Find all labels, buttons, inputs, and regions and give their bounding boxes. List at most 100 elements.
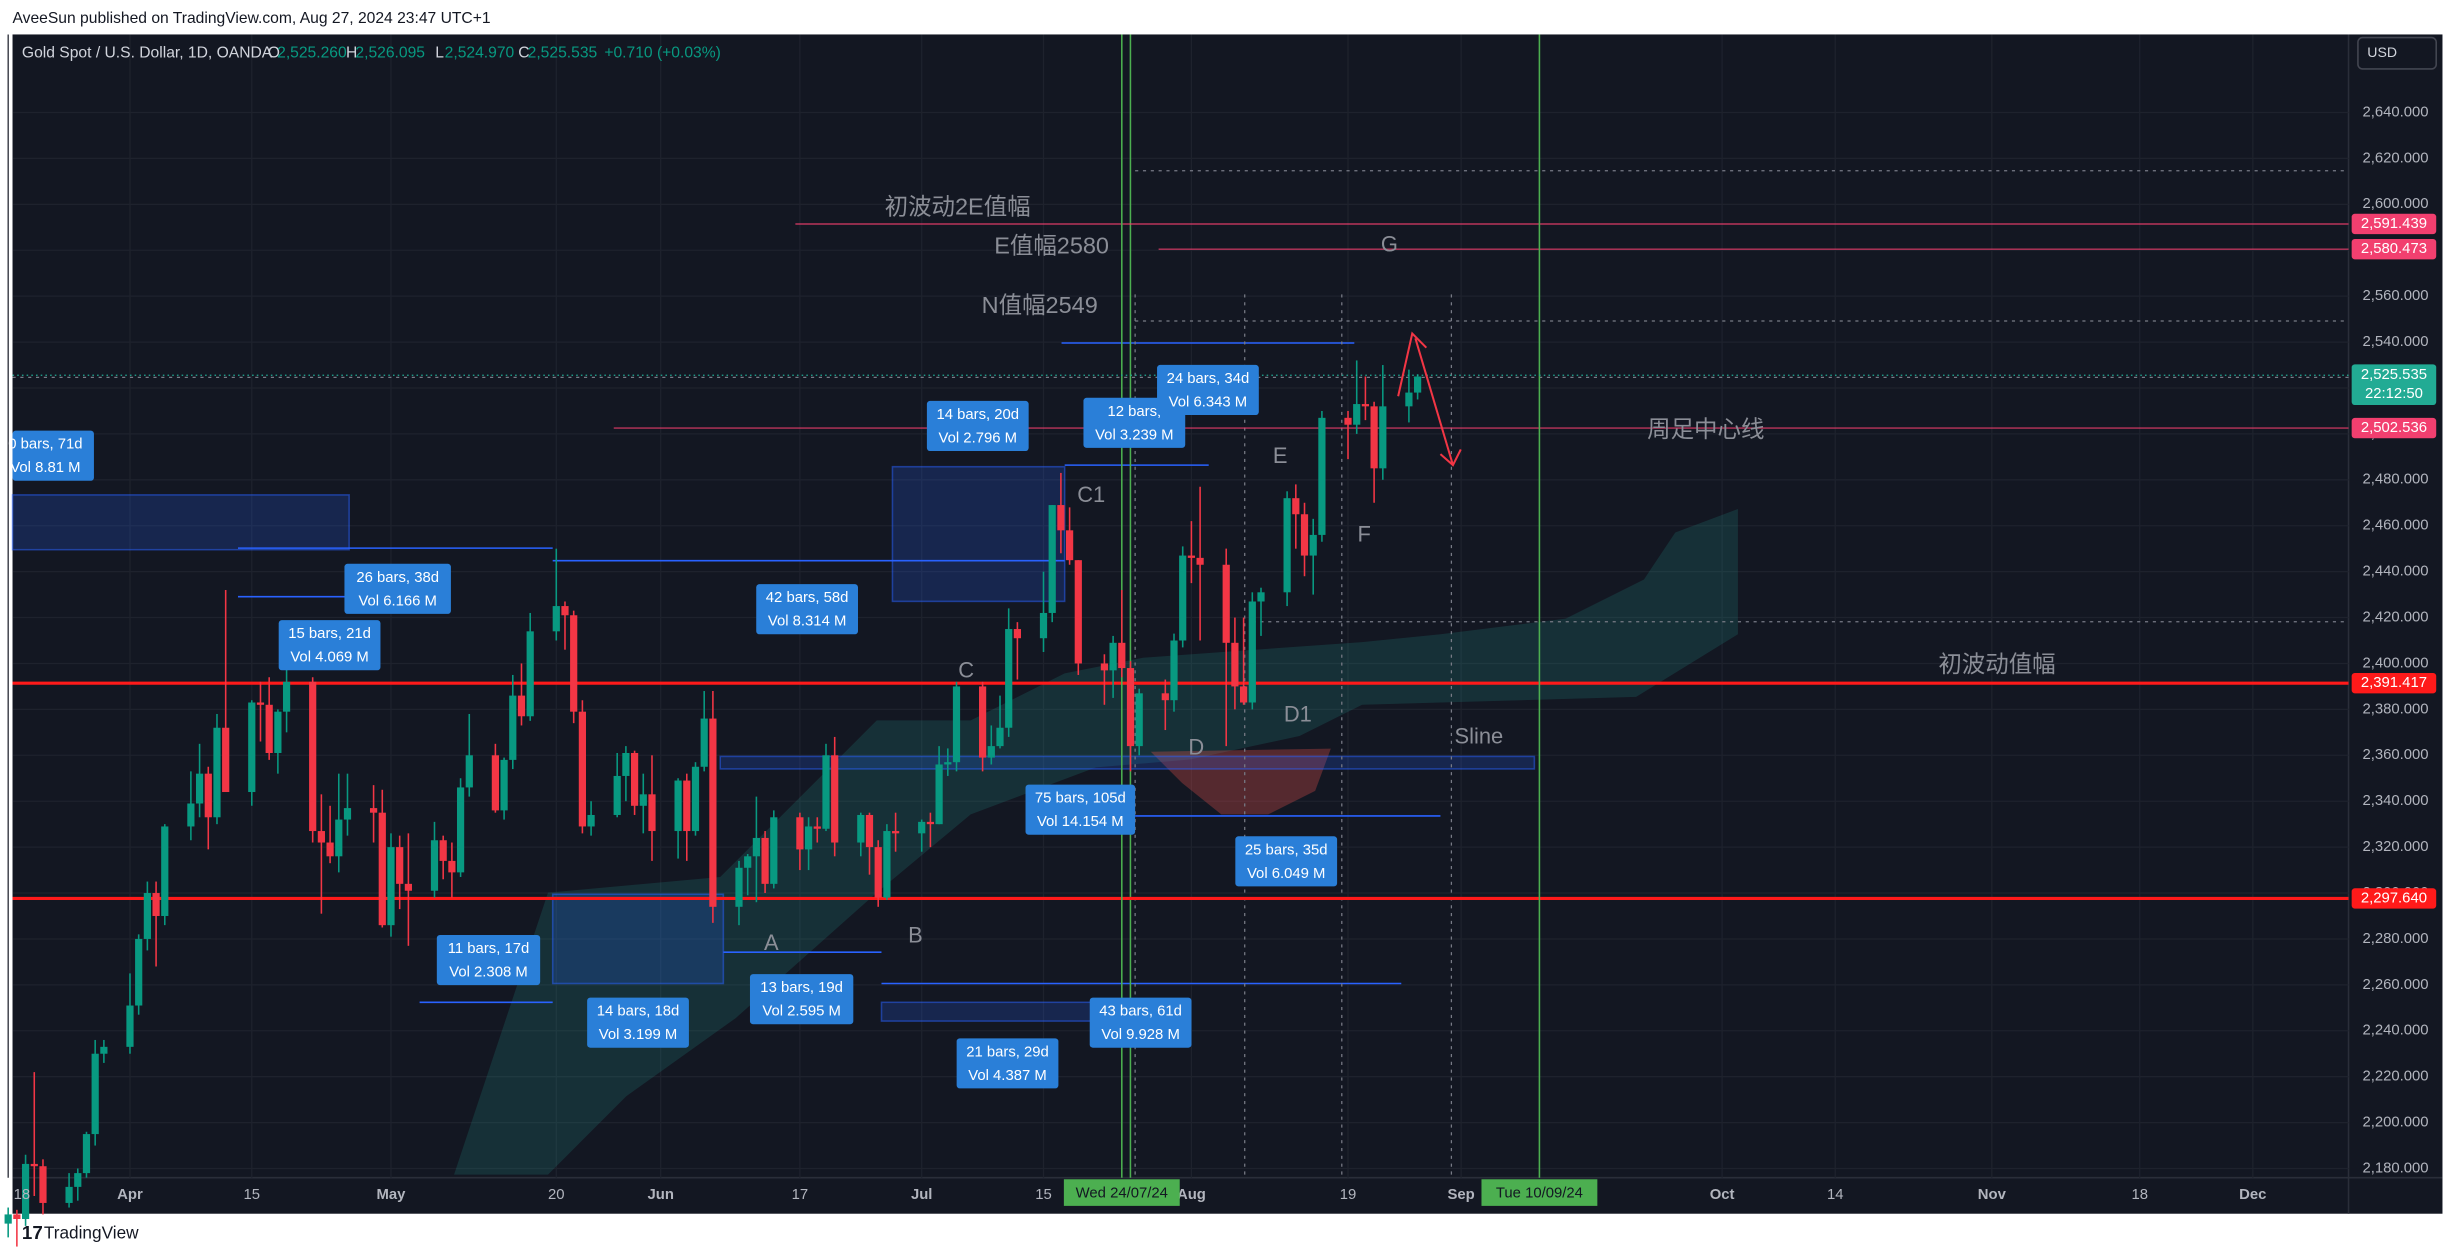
- candle-body: [195, 773, 204, 804]
- candle-body: [335, 819, 343, 857]
- candle-body: [630, 752, 639, 806]
- candle-body: [1048, 505, 1056, 613]
- measure-bars: 14 bars, 20d: [936, 407, 1019, 423]
- candle-body: [587, 814, 595, 827]
- y-tick-label: 2,380.000: [2362, 701, 2428, 717]
- candle-body: [317, 831, 325, 843]
- measure-bars: 75 bars, 105d: [1035, 791, 1126, 807]
- legend-value: 2,525.535: [528, 44, 598, 61]
- candle-body: [1118, 642, 1126, 669]
- currency-box[interactable]: [2357, 36, 2437, 70]
- annotation: G: [1381, 232, 1398, 257]
- candle-body: [857, 814, 865, 843]
- candle-body: [517, 695, 526, 717]
- candle-body: [326, 842, 334, 857]
- annotation: F: [1357, 521, 1370, 546]
- candle-body: [30, 1163, 38, 1167]
- price-tag-label: 2,591.439: [2361, 216, 2427, 232]
- candle-body: [1170, 640, 1178, 701]
- candle-body: [1353, 404, 1361, 425]
- candle-body: [822, 755, 830, 829]
- currency[interactable]: USD: [2367, 44, 2397, 60]
- x-tick-label: Sep: [1447, 1187, 1474, 1203]
- measure-box: [1089, 997, 1192, 1048]
- measure-volume: Vol 8.81 M: [10, 460, 80, 476]
- annotation: 周足中心线: [1647, 416, 1764, 442]
- price-tag: [2351, 238, 2437, 260]
- date-label: Wed 24/07/24: [1076, 1185, 1168, 1201]
- legend-value: 2,526.095: [355, 44, 425, 61]
- x-tick-label: Nov: [1978, 1187, 2007, 1203]
- y-tick-label: 2,460.000: [2362, 518, 2428, 534]
- measure-box: [749, 974, 854, 1025]
- annotation: Sline: [1455, 723, 1504, 748]
- annotation: C1: [1077, 482, 1105, 507]
- candle-body: [369, 808, 378, 813]
- candle-body: [874, 847, 882, 898]
- x-tick-label: 15: [1035, 1187, 1052, 1203]
- candle-body: [1005, 629, 1013, 728]
- measure-box: [436, 934, 541, 986]
- candle-body: [935, 764, 943, 825]
- y-tick-label: 2,600.000: [2362, 196, 2428, 212]
- annotation: B: [908, 922, 923, 947]
- candle-body: [978, 686, 987, 758]
- candle-body: [831, 755, 839, 843]
- candle-body: [65, 1186, 73, 1203]
- price-tag: [2351, 213, 2437, 235]
- candle-body: [752, 837, 760, 857]
- measure-bars: 25 bars, 35d: [1245, 842, 1328, 858]
- range-box: [880, 1001, 1094, 1022]
- measure-box: [1025, 784, 1136, 835]
- measure-box: [1157, 364, 1259, 416]
- candle-body: [439, 840, 447, 861]
- candle-body: [1248, 601, 1256, 703]
- candle-body: [770, 817, 778, 884]
- annotation: C: [958, 658, 974, 683]
- candle-body: [700, 718, 708, 767]
- candle-body: [926, 821, 934, 825]
- measure-box: [12, 430, 94, 481]
- annotation: A: [764, 930, 779, 955]
- candle-body: [570, 615, 578, 712]
- measure-bars: 43 bars, 61d: [1099, 1004, 1182, 1020]
- legend-change: +0.710 (+0.03%): [604, 44, 721, 61]
- y-tick-label: 2,620.000: [2362, 150, 2428, 166]
- y-tick-label: 2,260.000: [2362, 977, 2428, 993]
- candle-body: [952, 686, 961, 763]
- legend-key: H: [346, 44, 357, 61]
- cloud: [454, 508, 1738, 1175]
- candle-body: [918, 821, 926, 834]
- candle-body: [430, 840, 439, 891]
- candle-body: [987, 746, 995, 758]
- candle-body: [91, 1053, 99, 1135]
- annotation: N值幅2549: [982, 292, 1098, 318]
- measure-volume: Vol 3.199 M: [599, 1027, 677, 1043]
- candle-body: [204, 773, 212, 818]
- measure-volume: Vol 2.308 M: [449, 964, 527, 980]
- candle-body: [526, 631, 534, 717]
- y-tick-label: 2,220.000: [2362, 1069, 2428, 1085]
- measure-volume: Vol 4.069 M: [290, 650, 368, 666]
- candle-body: [126, 1005, 134, 1047]
- candle-body: [1074, 560, 1082, 664]
- measure-bars: 24 bars, 34d: [1167, 371, 1250, 387]
- y-tick-label: 2,280.000: [2362, 931, 2428, 947]
- candle-body: [396, 847, 404, 884]
- candle-body: [387, 847, 395, 926]
- candle-body: [1109, 642, 1117, 671]
- x-tick-label: 19: [1340, 1187, 1357, 1203]
- last-price-tag: [2351, 364, 2437, 406]
- candle-body: [1231, 642, 1239, 687]
- range-box: [551, 893, 725, 985]
- candle-body: [744, 856, 752, 868]
- x-tick-label: May: [377, 1187, 407, 1203]
- measure-bars: 21 bars, 29d: [966, 1044, 1049, 1060]
- y-tick-label: 2,360.000: [2362, 747, 2428, 763]
- candle-body: [674, 780, 682, 832]
- candle-body: [735, 867, 743, 907]
- candle-body: [865, 814, 874, 848]
- candle-body: [135, 938, 143, 1006]
